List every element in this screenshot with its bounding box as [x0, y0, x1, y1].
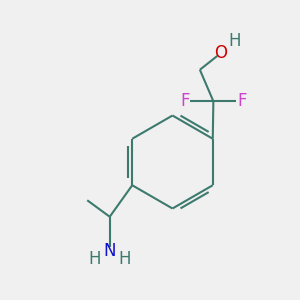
- Text: N: N: [103, 242, 116, 260]
- Text: H: H: [118, 250, 131, 268]
- Text: H: H: [228, 32, 241, 50]
- Text: F: F: [180, 92, 190, 110]
- Text: O: O: [214, 44, 227, 62]
- Text: F: F: [237, 92, 247, 110]
- Text: H: H: [88, 250, 101, 268]
